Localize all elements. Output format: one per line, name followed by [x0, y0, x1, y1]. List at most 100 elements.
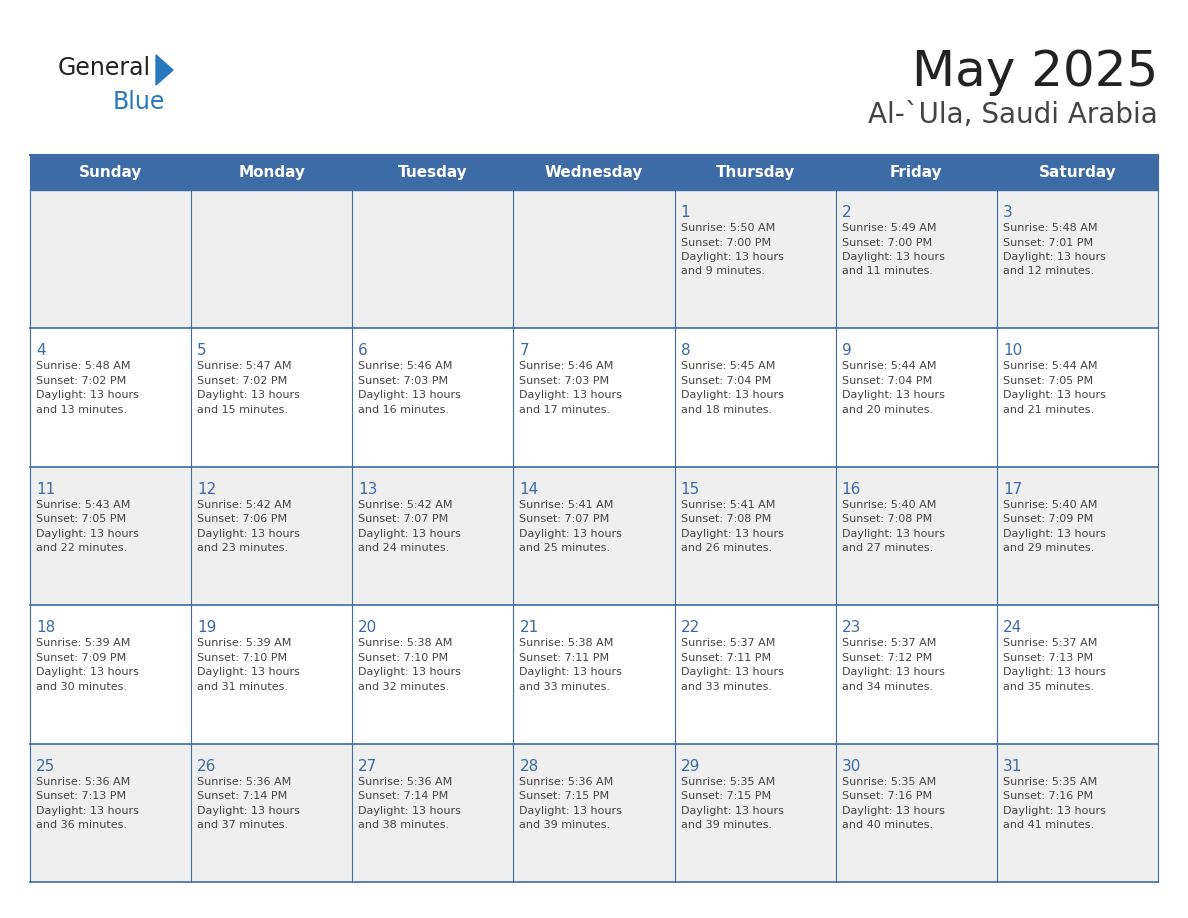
Text: and 39 minutes.: and 39 minutes. [681, 820, 772, 830]
Text: and 34 minutes.: and 34 minutes. [842, 682, 933, 691]
Text: and 24 minutes.: and 24 minutes. [359, 543, 449, 554]
Text: Sunset: 7:13 PM: Sunset: 7:13 PM [1003, 653, 1093, 663]
Text: 6: 6 [359, 343, 368, 358]
Text: Sunset: 7:08 PM: Sunset: 7:08 PM [842, 514, 931, 524]
Text: Sunset: 7:09 PM: Sunset: 7:09 PM [36, 653, 126, 663]
Text: 28: 28 [519, 758, 538, 774]
Text: Sunset: 7:07 PM: Sunset: 7:07 PM [359, 514, 449, 524]
Text: Sunset: 7:05 PM: Sunset: 7:05 PM [1003, 375, 1093, 386]
Text: Sunrise: 5:43 AM: Sunrise: 5:43 AM [36, 499, 131, 509]
Text: 17: 17 [1003, 482, 1022, 497]
Text: Daylight: 13 hours: Daylight: 13 hours [681, 529, 783, 539]
Text: Sunset: 7:01 PM: Sunset: 7:01 PM [1003, 238, 1093, 248]
Text: and 33 minutes.: and 33 minutes. [681, 682, 771, 691]
Text: Sunrise: 5:40 AM: Sunrise: 5:40 AM [1003, 499, 1098, 509]
Text: Daylight: 13 hours: Daylight: 13 hours [359, 390, 461, 400]
Text: Sunrise: 5:41 AM: Sunrise: 5:41 AM [519, 499, 614, 509]
Text: 18: 18 [36, 621, 56, 635]
Text: and 11 minutes.: and 11 minutes. [842, 266, 933, 276]
Text: Daylight: 13 hours: Daylight: 13 hours [359, 667, 461, 677]
Text: and 30 minutes.: and 30 minutes. [36, 682, 127, 691]
Text: 8: 8 [681, 343, 690, 358]
Text: and 15 minutes.: and 15 minutes. [197, 405, 289, 415]
Text: and 38 minutes.: and 38 minutes. [359, 820, 449, 830]
Text: and 9 minutes.: and 9 minutes. [681, 266, 765, 276]
Text: Daylight: 13 hours: Daylight: 13 hours [842, 667, 944, 677]
Text: Sunset: 7:04 PM: Sunset: 7:04 PM [842, 375, 931, 386]
Text: 11: 11 [36, 482, 56, 497]
Text: Sunset: 7:15 PM: Sunset: 7:15 PM [681, 791, 771, 801]
Text: Sunrise: 5:35 AM: Sunrise: 5:35 AM [842, 777, 936, 787]
Text: Sunset: 7:00 PM: Sunset: 7:00 PM [842, 238, 931, 248]
Text: Sunrise: 5:39 AM: Sunrise: 5:39 AM [36, 638, 131, 648]
Text: Daylight: 13 hours: Daylight: 13 hours [1003, 252, 1106, 262]
Text: Sunset: 7:06 PM: Sunset: 7:06 PM [197, 514, 287, 524]
Text: Sunrise: 5:50 AM: Sunrise: 5:50 AM [681, 223, 775, 233]
Text: and 12 minutes.: and 12 minutes. [1003, 266, 1094, 276]
Text: Daylight: 13 hours: Daylight: 13 hours [197, 667, 301, 677]
Text: and 39 minutes.: and 39 minutes. [519, 820, 611, 830]
Text: Daylight: 13 hours: Daylight: 13 hours [1003, 390, 1106, 400]
Text: 15: 15 [681, 482, 700, 497]
Text: Daylight: 13 hours: Daylight: 13 hours [1003, 529, 1106, 539]
Text: Sunrise: 5:48 AM: Sunrise: 5:48 AM [1003, 223, 1098, 233]
Text: Sunrise: 5:37 AM: Sunrise: 5:37 AM [842, 638, 936, 648]
Text: 3: 3 [1003, 205, 1012, 220]
Text: Daylight: 13 hours: Daylight: 13 hours [842, 806, 944, 815]
Text: Sunrise: 5:46 AM: Sunrise: 5:46 AM [359, 362, 453, 372]
Text: 29: 29 [681, 758, 700, 774]
Text: Sunrise: 5:36 AM: Sunrise: 5:36 AM [36, 777, 131, 787]
Text: Sunset: 7:08 PM: Sunset: 7:08 PM [681, 514, 771, 524]
Text: Sunrise: 5:35 AM: Sunrise: 5:35 AM [1003, 777, 1097, 787]
Text: 1: 1 [681, 205, 690, 220]
Text: Sunrise: 5:36 AM: Sunrise: 5:36 AM [519, 777, 614, 787]
Text: Sunrise: 5:36 AM: Sunrise: 5:36 AM [359, 777, 453, 787]
Text: Wednesday: Wednesday [545, 165, 643, 180]
Text: Sunset: 7:16 PM: Sunset: 7:16 PM [1003, 791, 1093, 801]
Text: Sunrise: 5:47 AM: Sunrise: 5:47 AM [197, 362, 291, 372]
Text: Daylight: 13 hours: Daylight: 13 hours [681, 390, 783, 400]
Text: Sunday: Sunday [78, 165, 143, 180]
Text: Saturday: Saturday [1038, 165, 1117, 180]
Text: 22: 22 [681, 621, 700, 635]
Text: 24: 24 [1003, 621, 1022, 635]
Text: Al-`Ula, Saudi Arabia: Al-`Ula, Saudi Arabia [868, 101, 1158, 129]
Text: Sunrise: 5:38 AM: Sunrise: 5:38 AM [359, 638, 453, 648]
Text: General: General [58, 56, 151, 80]
Text: Sunrise: 5:41 AM: Sunrise: 5:41 AM [681, 499, 775, 509]
Text: Sunrise: 5:40 AM: Sunrise: 5:40 AM [842, 499, 936, 509]
Text: 10: 10 [1003, 343, 1022, 358]
Text: Friday: Friday [890, 165, 942, 180]
Text: Daylight: 13 hours: Daylight: 13 hours [681, 252, 783, 262]
Text: Sunset: 7:11 PM: Sunset: 7:11 PM [681, 653, 771, 663]
Text: Daylight: 13 hours: Daylight: 13 hours [519, 529, 623, 539]
Text: Daylight: 13 hours: Daylight: 13 hours [197, 806, 301, 815]
Text: 27: 27 [359, 758, 378, 774]
Text: Daylight: 13 hours: Daylight: 13 hours [1003, 806, 1106, 815]
Text: Daylight: 13 hours: Daylight: 13 hours [36, 529, 139, 539]
Text: Daylight: 13 hours: Daylight: 13 hours [519, 667, 623, 677]
Text: Sunset: 7:16 PM: Sunset: 7:16 PM [842, 791, 931, 801]
Text: and 20 minutes.: and 20 minutes. [842, 405, 933, 415]
Text: Daylight: 13 hours: Daylight: 13 hours [36, 806, 139, 815]
Text: Sunrise: 5:45 AM: Sunrise: 5:45 AM [681, 362, 775, 372]
Text: Sunset: 7:11 PM: Sunset: 7:11 PM [519, 653, 609, 663]
Text: Sunrise: 5:49 AM: Sunrise: 5:49 AM [842, 223, 936, 233]
Text: Sunrise: 5:36 AM: Sunrise: 5:36 AM [197, 777, 291, 787]
Text: Sunset: 7:12 PM: Sunset: 7:12 PM [842, 653, 931, 663]
Text: and 36 minutes.: and 36 minutes. [36, 820, 127, 830]
Text: Thursday: Thursday [715, 165, 795, 180]
Text: Sunrise: 5:37 AM: Sunrise: 5:37 AM [1003, 638, 1098, 648]
Text: 14: 14 [519, 482, 538, 497]
Text: 21: 21 [519, 621, 538, 635]
Text: and 21 minutes.: and 21 minutes. [1003, 405, 1094, 415]
Text: 31: 31 [1003, 758, 1022, 774]
Bar [30, 155, 1158, 190]
Text: and 26 minutes.: and 26 minutes. [681, 543, 772, 554]
Text: Sunset: 7:07 PM: Sunset: 7:07 PM [519, 514, 609, 524]
Text: Sunrise: 5:37 AM: Sunrise: 5:37 AM [681, 638, 775, 648]
Text: Tuesday: Tuesday [398, 165, 468, 180]
Text: Sunset: 7:15 PM: Sunset: 7:15 PM [519, 791, 609, 801]
Text: Daylight: 13 hours: Daylight: 13 hours [36, 390, 139, 400]
Text: Daylight: 13 hours: Daylight: 13 hours [842, 252, 944, 262]
